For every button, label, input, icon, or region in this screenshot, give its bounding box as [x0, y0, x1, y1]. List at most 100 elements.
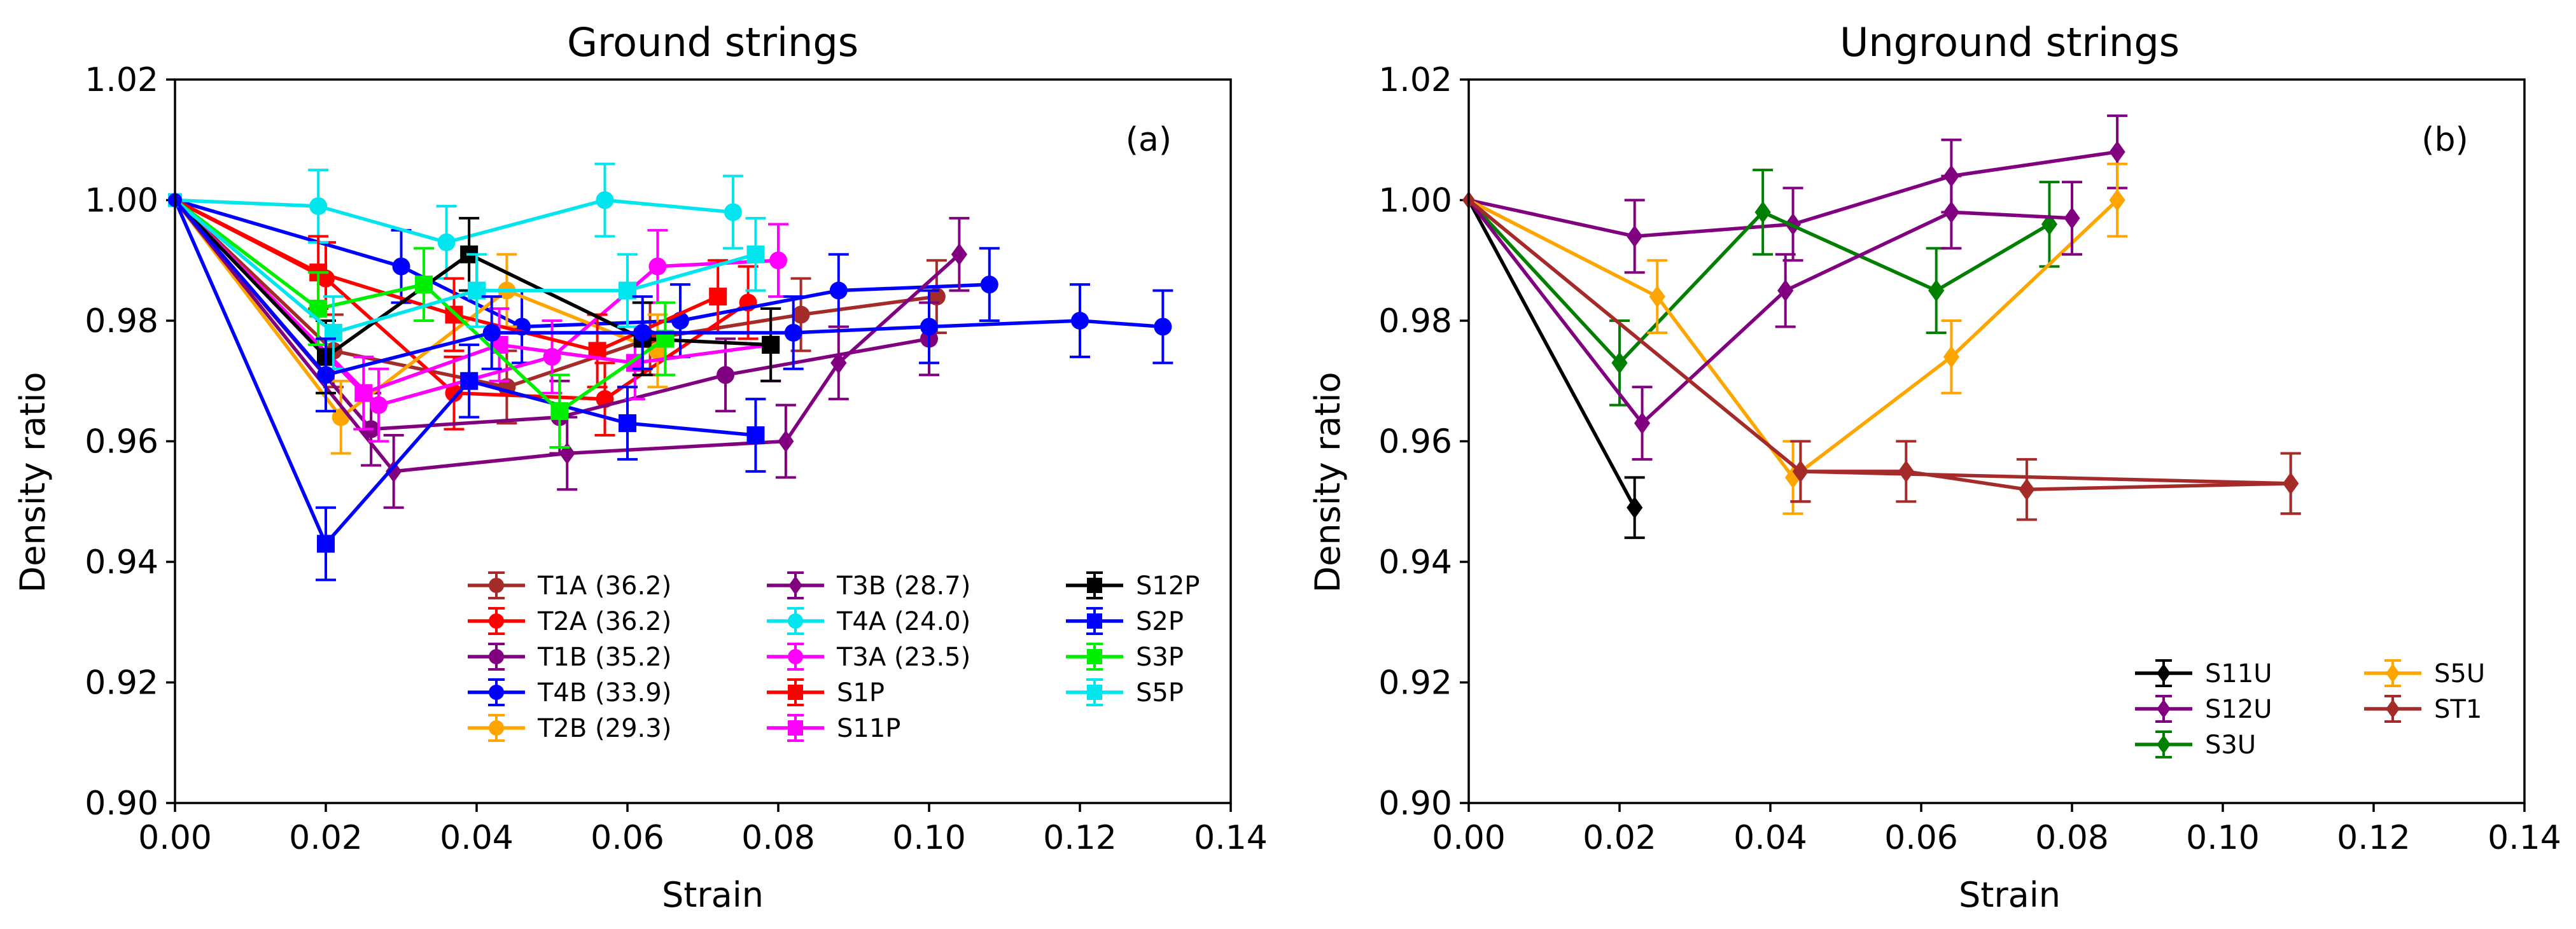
panel-unground-strings: Unground strings (b) Strain Density rati…	[1308, 19, 2561, 915]
legend-label: S2P	[1136, 607, 1184, 636]
legend-marker	[2386, 664, 2400, 683]
data-point	[317, 534, 335, 553]
data-point	[829, 281, 848, 300]
data-point	[724, 203, 742, 221]
legend-label: T1A (36.2)	[537, 571, 671, 601]
legend-label: T3B (28.7)	[836, 571, 970, 601]
y-tick-label: 1.02	[85, 61, 158, 99]
y-tick-label: 1.00	[1378, 182, 1452, 220]
data-point	[369, 396, 388, 414]
legend-item: T2B (29.3)	[468, 714, 671, 743]
legend-label: S3U	[2205, 730, 2256, 760]
data-point	[1649, 285, 1665, 308]
legend-marker	[788, 613, 803, 629]
legend: T1A (36.2) T2A (36.2) T1B (35.2) T4B (33.9)…	[468, 571, 1200, 743]
data-point	[830, 351, 847, 374]
x-tick-label: 0.04	[1733, 819, 1807, 857]
data-point	[633, 323, 652, 342]
legend-marker	[1087, 649, 1102, 664]
legend-item: S2P	[1066, 607, 1184, 636]
data-point	[415, 276, 433, 294]
data-point	[762, 335, 780, 354]
legend-item: S12P	[1066, 571, 1200, 601]
x-axis-label: Strain	[1959, 875, 2061, 915]
y-tick-label: 0.94	[85, 543, 158, 582]
legend-item: ST1	[2364, 695, 2482, 724]
legend: S11U S12U S3U S5U ST1	[2135, 659, 2485, 760]
data-point	[392, 257, 410, 276]
y-tick-label: 0.92	[85, 664, 158, 702]
legend-item: T3A (23.5)	[767, 643, 970, 672]
legend-label: T1B (35.2)	[537, 643, 671, 672]
legend-marker	[2157, 735, 2171, 754]
data-point	[1898, 460, 1914, 483]
data-point	[460, 372, 479, 390]
legend-label: S12U	[2205, 695, 2272, 724]
series-line	[173, 199, 961, 473]
axes-frame	[174, 78, 1232, 804]
data-point	[309, 197, 328, 215]
legend-label: S3P	[1136, 643, 1184, 672]
chart-title: Unground strings	[1840, 19, 2180, 66]
legend-label: T4B (33.9)	[537, 678, 671, 708]
data-point	[437, 233, 456, 251]
data-point	[2283, 472, 2299, 495]
legend-marker	[788, 649, 803, 664]
legend-item: S11P	[767, 714, 900, 743]
data-point	[550, 402, 569, 421]
legend-marker	[489, 685, 504, 700]
data-point	[1943, 200, 1959, 223]
legend-label: S11P	[837, 714, 900, 743]
legend-marker	[1087, 613, 1102, 629]
data-point	[1611, 351, 1628, 374]
y-tick-label: 0.92	[1378, 664, 1452, 702]
x-tick-label: 0.14	[2488, 819, 2561, 857]
legend-marker	[788, 576, 802, 595]
series-line	[1467, 199, 1637, 509]
data-point	[717, 366, 735, 384]
data-point	[1634, 412, 1651, 435]
data-point	[980, 276, 998, 294]
x-tick-label: 0.02	[1583, 819, 1656, 857]
y-tick-label: 1.02	[1378, 61, 1452, 99]
series-line	[173, 199, 1163, 377]
data-point	[2109, 189, 2125, 211]
plot-area	[1462, 114, 2301, 540]
x-tick-label: 0.12	[1043, 819, 1117, 857]
x-tick-label: 0.00	[1432, 819, 1506, 857]
y-tick-label: 0.98	[85, 302, 158, 340]
data-point	[778, 430, 794, 452]
data-point	[1071, 312, 1089, 330]
x-axis-label: Strain	[662, 875, 764, 915]
data-point	[769, 251, 787, 270]
series-line	[174, 199, 937, 389]
legend-marker	[489, 720, 504, 736]
legend-label: S12P	[1136, 571, 1200, 601]
data-point	[1627, 496, 1643, 519]
legend-marker	[2386, 699, 2400, 718]
legend-marker	[788, 720, 803, 736]
panel-ground-strings: Ground strings (a) Strain Density ratio …	[13, 19, 1268, 915]
legend-item: T4A (24.0)	[767, 607, 970, 636]
legend-marker	[1087, 578, 1102, 593]
legend-label: S11U	[2205, 659, 2272, 688]
data-point	[927, 288, 946, 306]
data-point	[2109, 141, 2125, 164]
legend-item: T1A (36.2)	[468, 571, 671, 601]
series-s5p	[168, 193, 766, 370]
series-line	[173, 199, 659, 420]
data-point	[559, 442, 575, 464]
legend-label: ST1	[2434, 695, 2482, 724]
x-tick-label: 0.08	[741, 819, 815, 857]
legend-marker	[788, 685, 803, 700]
x-tick-label: 0.10	[2186, 819, 2260, 857]
data-point	[386, 460, 402, 483]
data-point	[709, 288, 727, 306]
series-line	[174, 198, 990, 329]
y-axis-label: Density ratio	[13, 372, 53, 593]
x-tick-label: 0.08	[2035, 819, 2109, 857]
legend-item: S3U	[2135, 730, 2256, 760]
data-point	[619, 414, 636, 433]
